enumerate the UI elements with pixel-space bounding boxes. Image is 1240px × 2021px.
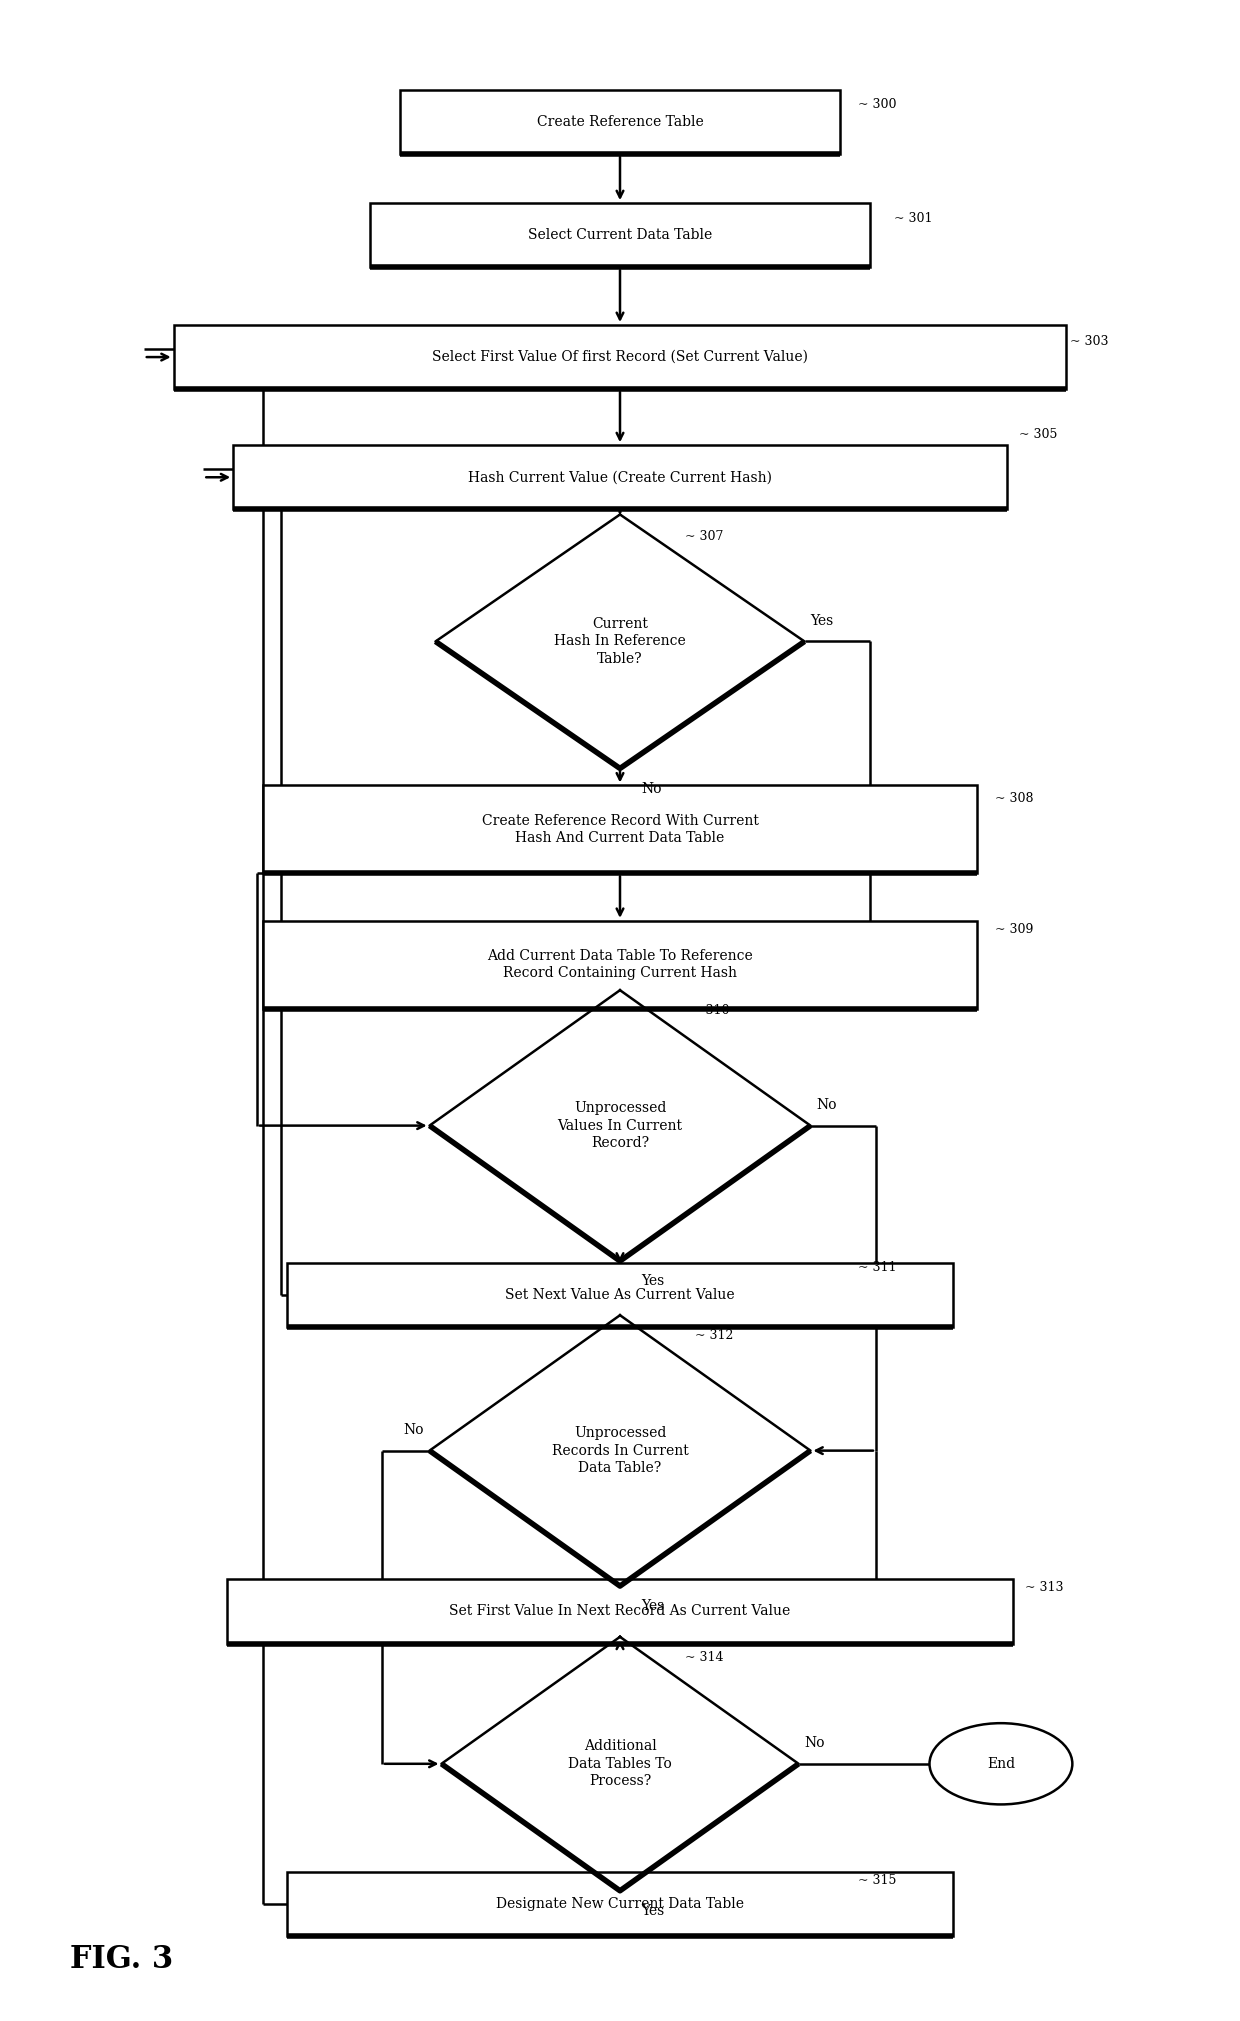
Text: Set First Value In Next Record As Current Value: Set First Value In Next Record As Curren… xyxy=(449,1605,791,1619)
Text: ~ 308: ~ 308 xyxy=(994,792,1033,806)
Text: No: No xyxy=(816,1097,837,1112)
Text: Select Current Data Table: Select Current Data Table xyxy=(528,228,712,243)
Bar xyxy=(233,445,1007,509)
Text: ~ 312: ~ 312 xyxy=(694,1330,733,1342)
Text: Yes: Yes xyxy=(641,1599,665,1613)
Text: Set Next Value As Current Value: Set Next Value As Current Value xyxy=(505,1287,735,1302)
Text: ~ 314: ~ 314 xyxy=(686,1651,724,1663)
Text: ~ 301: ~ 301 xyxy=(894,212,932,224)
Text: Designate New Current Data Table: Designate New Current Data Table xyxy=(496,1898,744,1912)
Text: No: No xyxy=(641,782,662,796)
Bar xyxy=(263,786,977,873)
Bar xyxy=(174,325,1066,390)
Text: Create Reference Table: Create Reference Table xyxy=(537,115,703,129)
Bar xyxy=(286,1263,954,1328)
Bar xyxy=(399,89,841,154)
Text: Unprocessed
Records In Current
Data Table?: Unprocessed Records In Current Data Tabl… xyxy=(552,1427,688,1475)
Bar xyxy=(227,1578,1013,1643)
Text: ~ 313: ~ 313 xyxy=(1024,1580,1063,1595)
Text: Create Reference Record With Current
Hash And Current Data Table: Create Reference Record With Current Has… xyxy=(481,814,759,845)
Text: End: End xyxy=(987,1756,1016,1770)
Text: ~ 305: ~ 305 xyxy=(1019,428,1058,441)
Text: No: No xyxy=(403,1423,424,1437)
Bar xyxy=(370,202,870,267)
Bar xyxy=(286,1871,954,1936)
Text: Yes: Yes xyxy=(641,1275,665,1287)
Text: Yes: Yes xyxy=(641,1904,665,1918)
Bar xyxy=(263,922,977,1008)
Ellipse shape xyxy=(930,1724,1073,1805)
Text: ~ 300: ~ 300 xyxy=(858,99,897,111)
Text: ~ 311: ~ 311 xyxy=(858,1261,897,1275)
Text: Hash Current Value (Create Current Hash): Hash Current Value (Create Current Hash) xyxy=(467,471,773,485)
Text: No: No xyxy=(805,1736,825,1750)
Text: Additional
Data Tables To
Process?: Additional Data Tables To Process? xyxy=(568,1740,672,1789)
Text: Yes: Yes xyxy=(811,614,833,629)
Text: ~ 307: ~ 307 xyxy=(686,530,724,544)
Text: Unprocessed
Values In Current
Record?: Unprocessed Values In Current Record? xyxy=(558,1101,682,1150)
Text: Select First Value Of first Record (Set Current Value): Select First Value Of first Record (Set … xyxy=(432,350,808,364)
Text: Add Current Data Table To Reference
Record Containing Current Hash: Add Current Data Table To Reference Reco… xyxy=(487,950,753,980)
Text: ~ 309: ~ 309 xyxy=(994,924,1033,936)
Text: FIG. 3: FIG. 3 xyxy=(69,1944,174,1975)
Text: ~ 303: ~ 303 xyxy=(1070,335,1109,348)
Text: Current
Hash In Reference
Table?: Current Hash In Reference Table? xyxy=(554,616,686,665)
Text: ~ 310: ~ 310 xyxy=(692,1004,730,1017)
Text: ~ 315: ~ 315 xyxy=(858,1873,897,1888)
